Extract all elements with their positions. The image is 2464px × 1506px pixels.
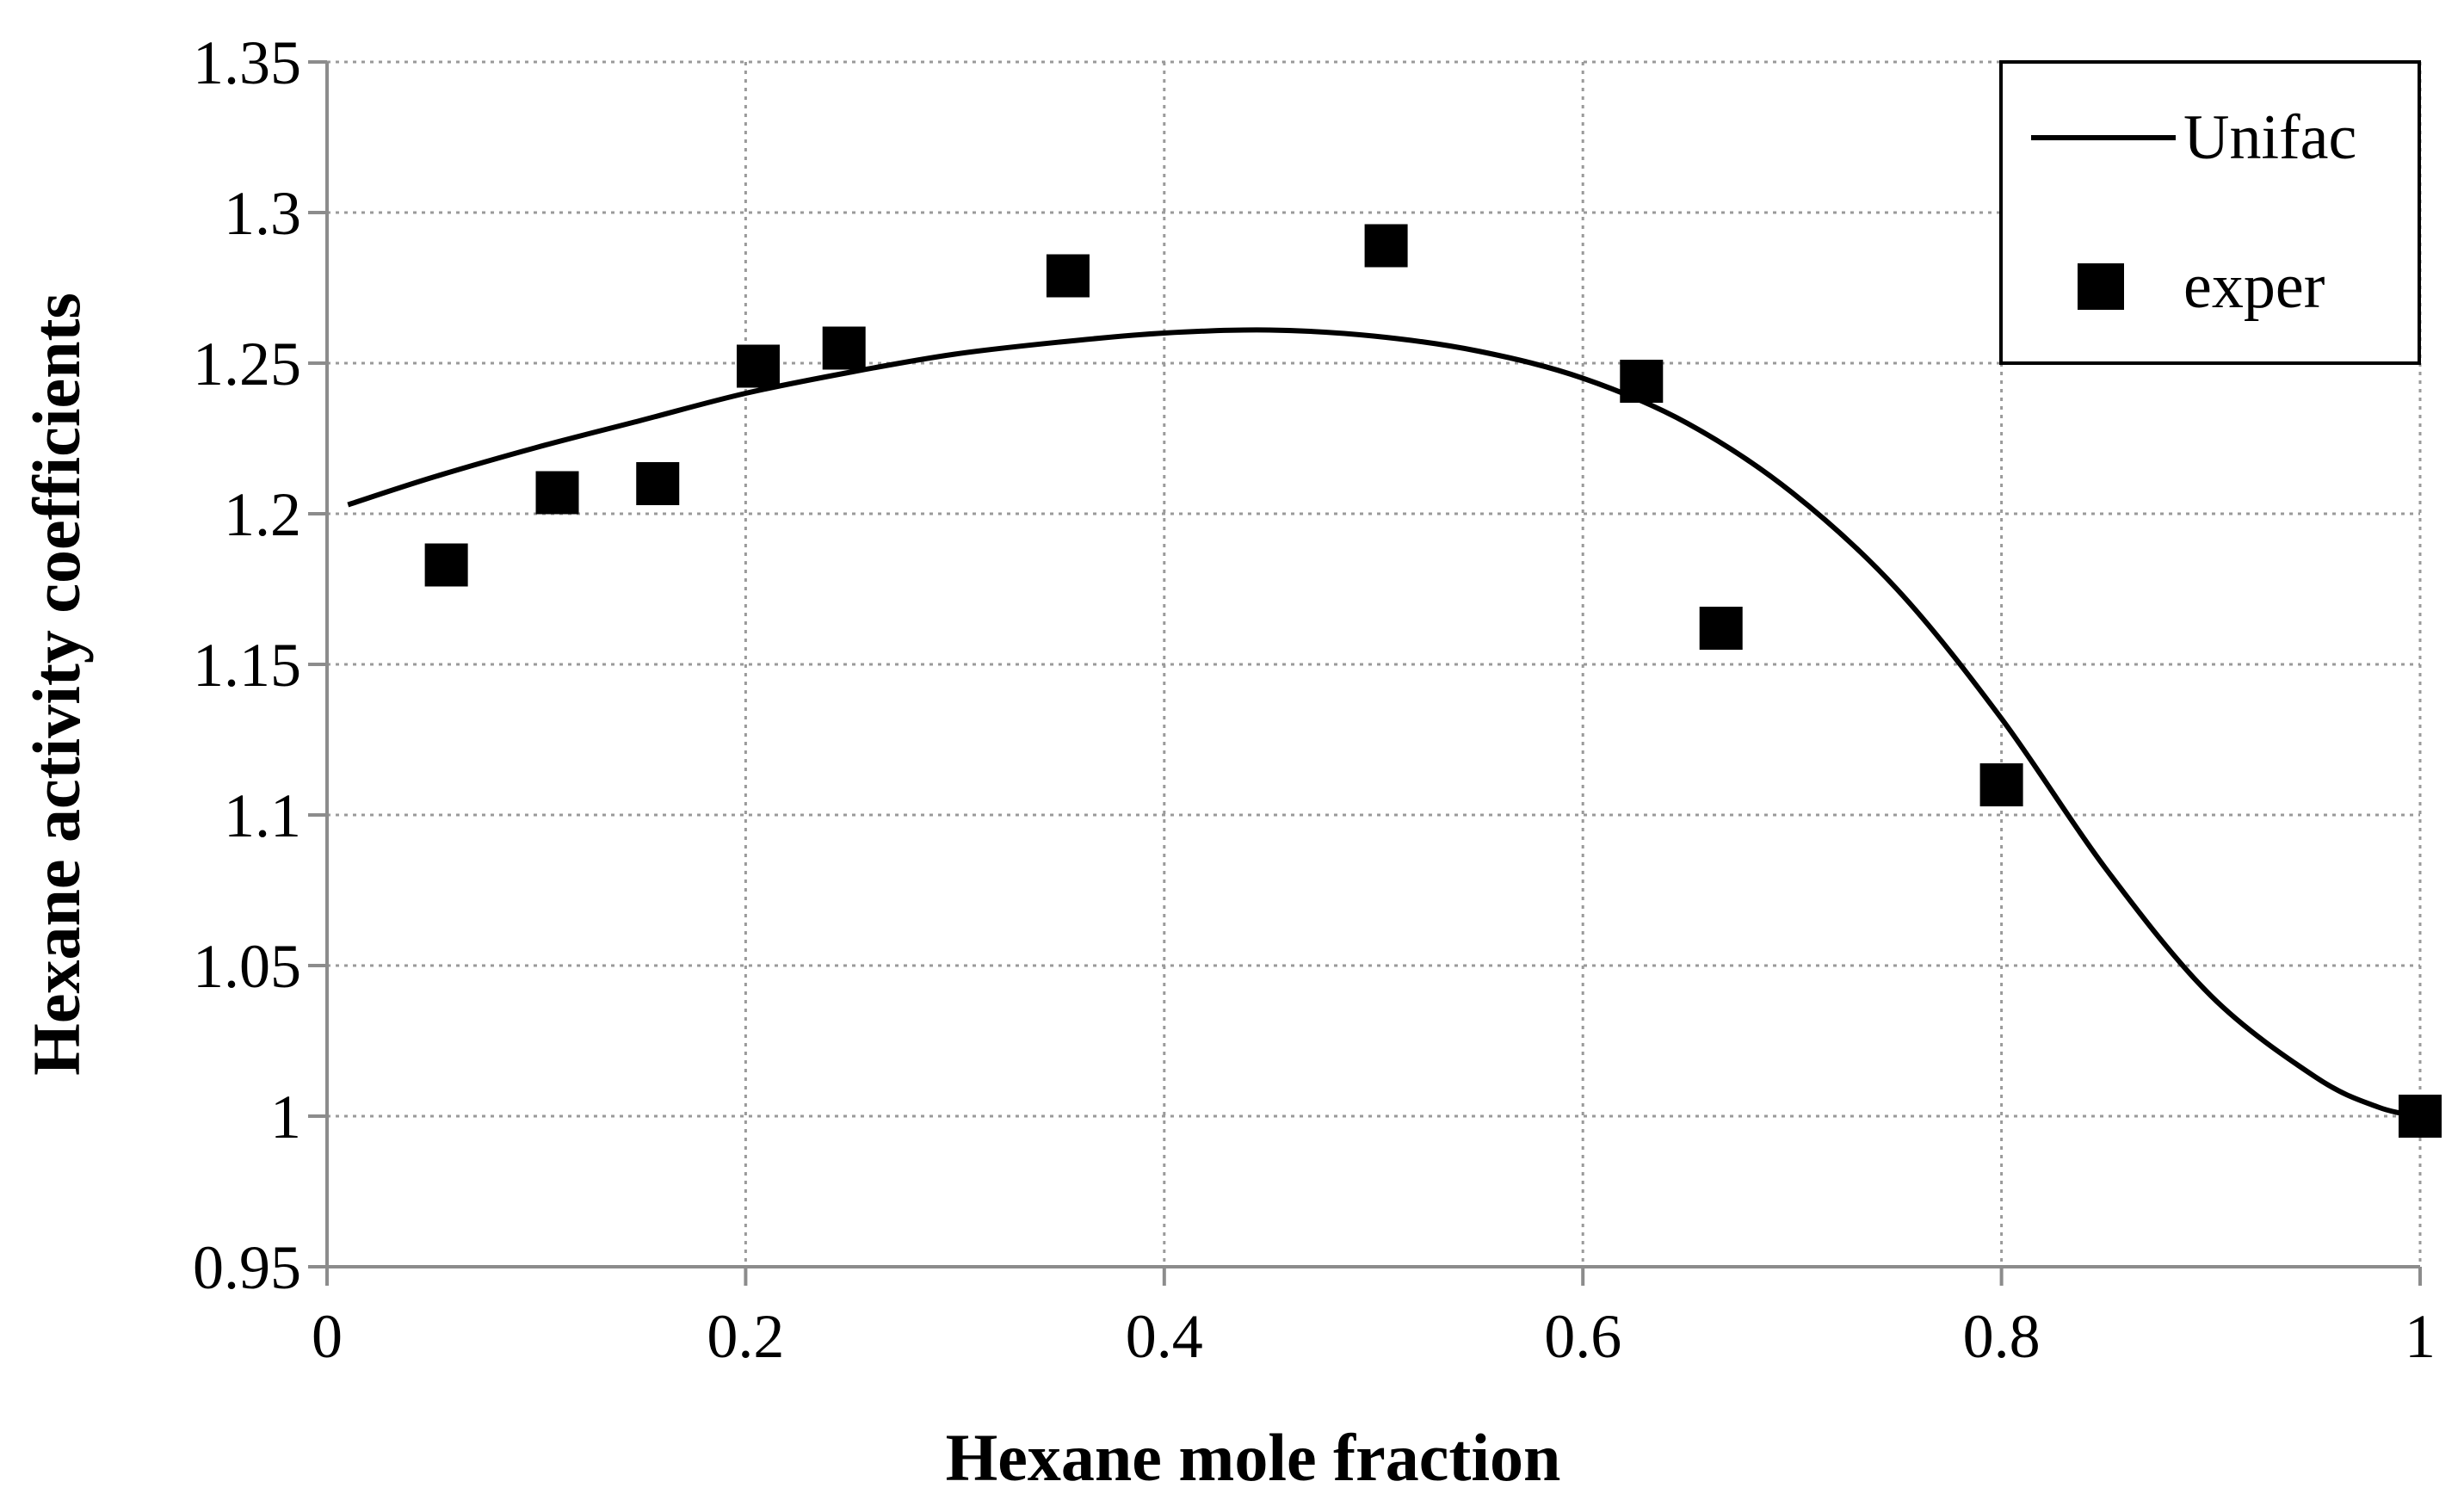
data-point-exper: [1979, 763, 2023, 806]
x-tick-label: 0.6: [1544, 1302, 1621, 1371]
data-point-exper: [736, 344, 780, 388]
y-tick-label: 1.25: [193, 330, 301, 398]
data-point-exper: [2399, 1095, 2442, 1138]
data-point-exper: [1364, 224, 1408, 268]
x-tick-label: 1: [2405, 1302, 2436, 1371]
data-point-exper: [535, 471, 579, 515]
y-tick-label: 1.1: [224, 781, 301, 850]
plot-axes: [308, 60, 2422, 1286]
y-tick-label: 1: [270, 1083, 301, 1151]
x-tick-label: 0: [312, 1302, 343, 1371]
data-point-exper: [1620, 360, 1664, 403]
data-point-exper: [636, 462, 680, 505]
y-tick-label: 1.2: [224, 480, 301, 549]
y-tick-label: 1.35: [193, 28, 301, 97]
y-tick-label: 1.3: [224, 179, 301, 248]
tick-labels: 0.95 1 1.05 1.1 1.15 1.2 1.25 1.3 1.35 0 0.2 0.4 0.6…: [193, 28, 2436, 1371]
legend-label-unifac: Unifac: [2183, 102, 2356, 173]
legend-square-swatch: [2078, 263, 2124, 310]
data-point-exper: [822, 326, 866, 370]
data-point-exper: [1699, 607, 1743, 650]
x-tick-label: 0.4: [1126, 1302, 1203, 1371]
data-point-exper: [424, 543, 468, 587]
y-axis-title: Hexane activity coefficients: [19, 293, 94, 1076]
legend-label-exper: exper: [2183, 251, 2325, 322]
y-tick-label: 1.05: [193, 932, 301, 1001]
legend-box: [1999, 60, 2421, 365]
legend: Unifac exper: [1999, 60, 2421, 365]
x-tick-label: 0.8: [1963, 1302, 2041, 1371]
x-axis-title: Hexane mole fraction: [946, 1420, 1561, 1495]
series-line-unifac: [347, 327, 2421, 1119]
series-layer: [347, 224, 2442, 1138]
y-tick-label: 1.15: [193, 631, 301, 700]
y-tick-label: 0.95: [193, 1233, 301, 1302]
data-point-exper: [1046, 254, 1090, 298]
x-tick-label: 0.2: [707, 1302, 784, 1371]
